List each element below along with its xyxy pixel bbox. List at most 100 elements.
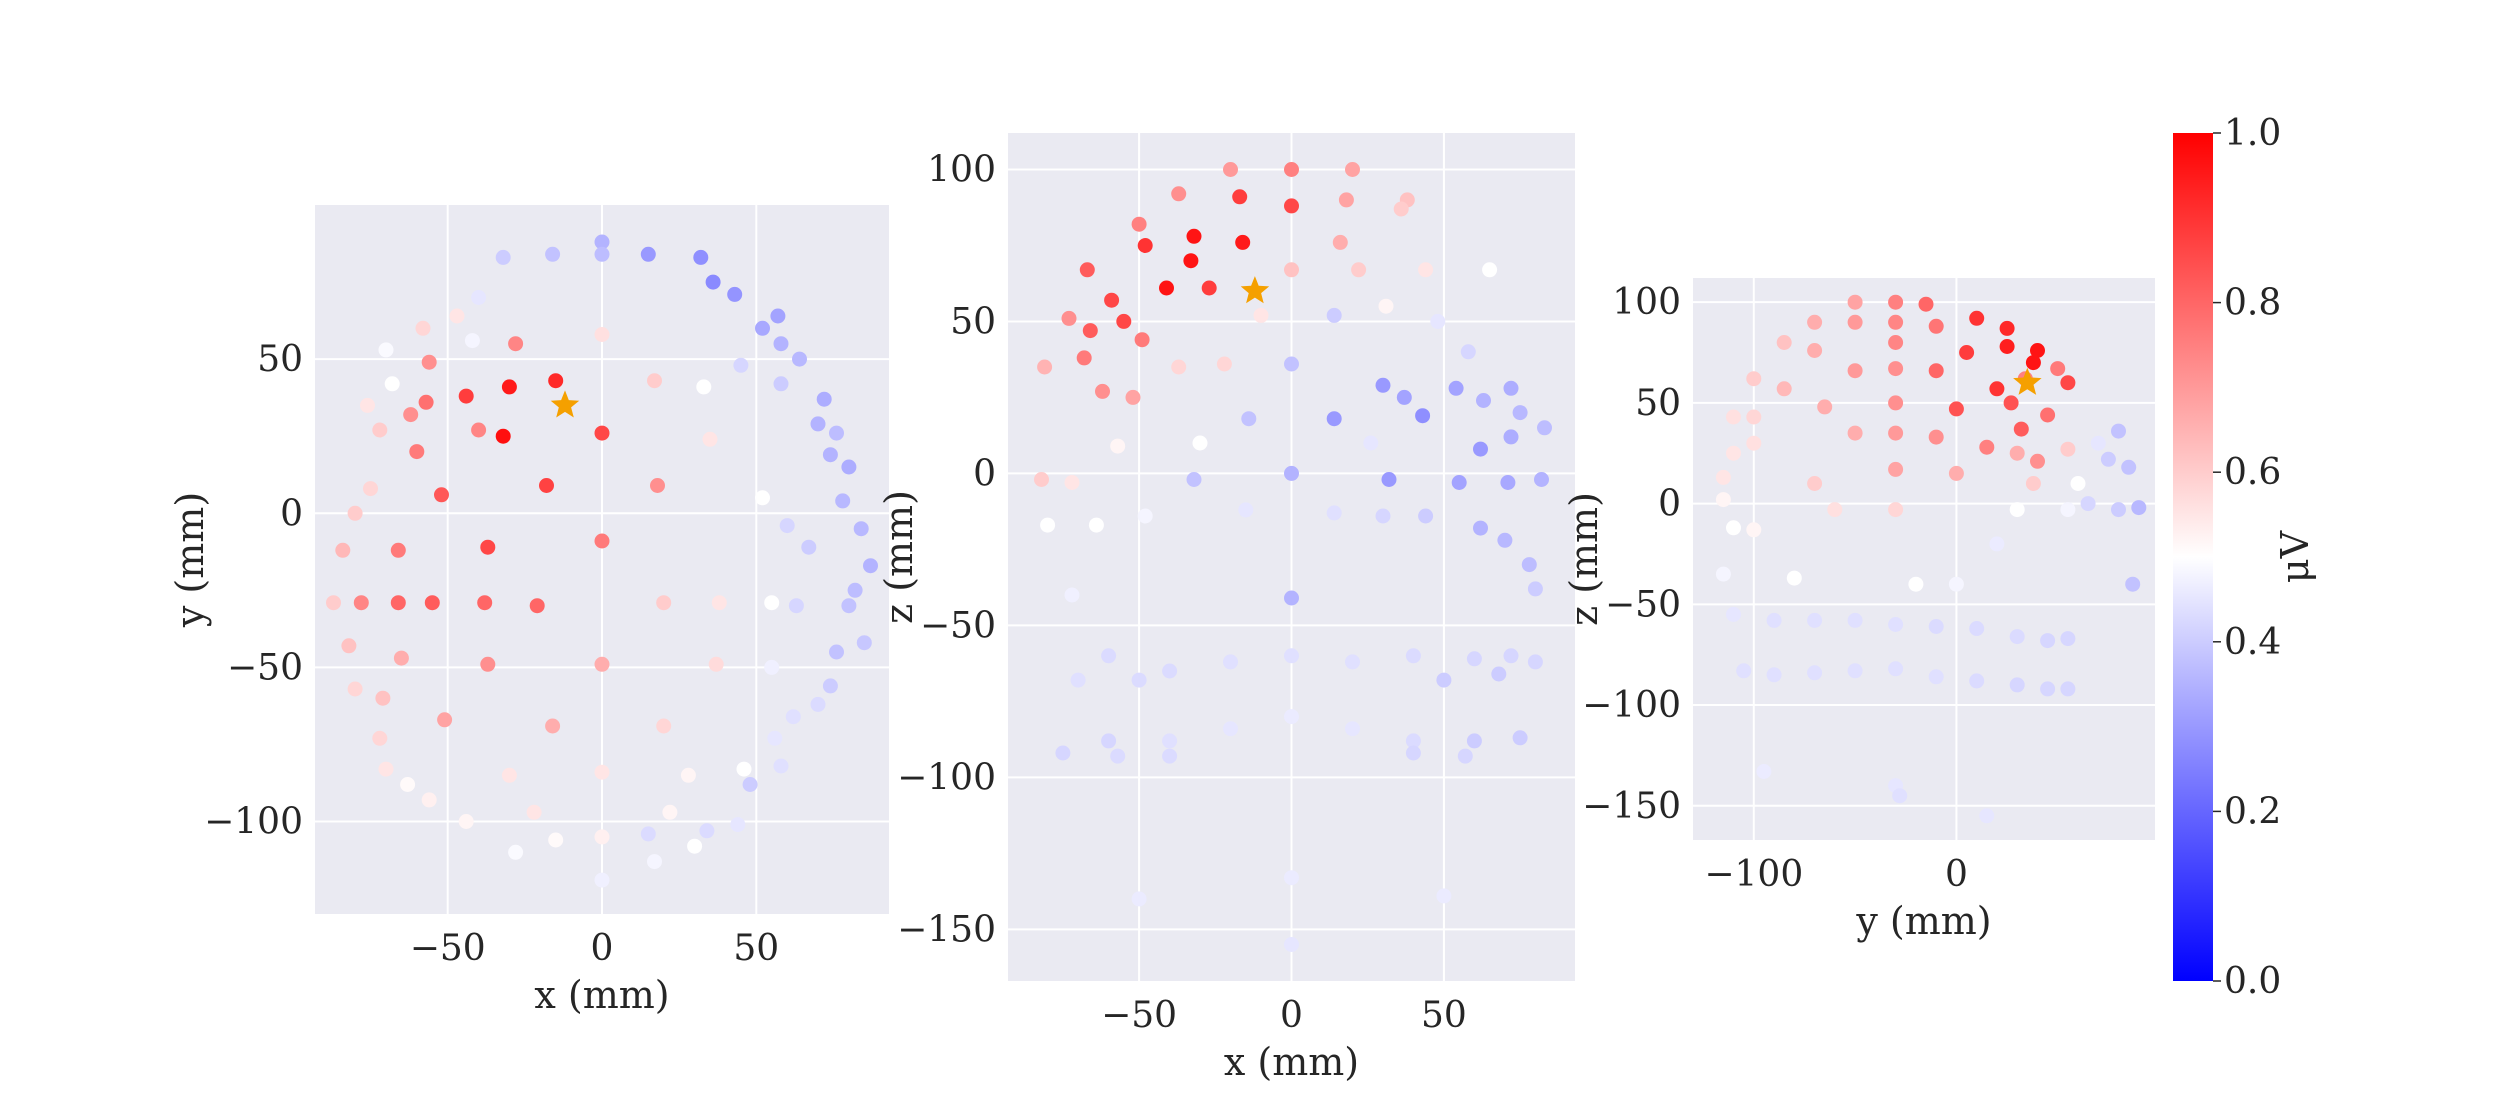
electrode-point bbox=[529, 598, 545, 614]
electrode-point bbox=[1415, 408, 1431, 424]
electrode-point bbox=[1064, 475, 1080, 490]
electrode-point bbox=[1466, 733, 1482, 749]
electrode-point bbox=[418, 394, 434, 410]
electrode-point bbox=[1888, 461, 1904, 477]
electrode-point bbox=[1326, 505, 1342, 521]
electrode-point bbox=[1381, 472, 1397, 487]
electrode-point bbox=[1948, 465, 1964, 481]
electrode-point bbox=[785, 709, 801, 725]
electrode-point bbox=[2030, 453, 2045, 469]
electrode-point bbox=[2060, 375, 2076, 391]
electrode-point bbox=[1192, 435, 1208, 451]
electrode-point bbox=[464, 333, 480, 349]
electrode-point bbox=[1928, 363, 1944, 379]
electrode-point bbox=[1766, 667, 1782, 683]
y-tick-label: −100 bbox=[204, 802, 303, 843]
electrode-point bbox=[1405, 733, 1421, 749]
electrode-point bbox=[1746, 435, 1762, 451]
electrode-point bbox=[1162, 663, 1178, 679]
electrode-point bbox=[594, 327, 610, 342]
electrode-point bbox=[501, 379, 517, 395]
electrode-point bbox=[1183, 253, 1199, 269]
electrode-point bbox=[1746, 522, 1762, 538]
x-tick-label: 0 bbox=[1945, 854, 1968, 895]
electrode-point bbox=[1726, 445, 1741, 461]
electrode-point bbox=[1162, 733, 1178, 749]
electrode-point bbox=[1375, 508, 1391, 524]
electrode-point bbox=[2025, 476, 2041, 491]
electrode-point bbox=[1503, 380, 1519, 396]
electrode-point bbox=[1888, 314, 1904, 330]
electrode-point bbox=[1959, 345, 1975, 360]
electrode-point bbox=[390, 595, 406, 611]
electrode-point bbox=[403, 407, 419, 423]
electrode-point bbox=[1284, 709, 1299, 725]
electrode-point bbox=[508, 336, 524, 352]
electrode-point bbox=[335, 542, 351, 558]
electrode-point bbox=[2009, 445, 2025, 461]
scatter-panel-top-view: −50 0 50 −100 −50 0 50 x (mm) y (mm) bbox=[168, 205, 889, 1017]
electrode-point bbox=[1527, 654, 1543, 670]
electrode-point bbox=[835, 493, 851, 509]
colorbar-tick-label: 0.0 bbox=[2224, 961, 2281, 1002]
electrode-point bbox=[1137, 238, 1153, 253]
electrode-point bbox=[384, 376, 400, 392]
x-axis-label: y (mm) bbox=[1855, 899, 1991, 943]
electrode-point bbox=[1131, 891, 1147, 907]
electrode-point bbox=[764, 595, 780, 611]
electrode-point bbox=[647, 854, 662, 870]
electrode-point bbox=[687, 838, 703, 854]
colorbar-tick-label: 1.0 bbox=[2224, 113, 2281, 154]
y-tick-label: 50 bbox=[257, 339, 303, 380]
electrode-point bbox=[1235, 234, 1251, 250]
electrode-point bbox=[1766, 612, 1782, 628]
electrode-point bbox=[1338, 192, 1354, 208]
source-star-marker bbox=[1240, 276, 1270, 304]
y-tick-label: 0 bbox=[1658, 484, 1681, 525]
electrode-point bbox=[730, 817, 746, 833]
electrode-point bbox=[1827, 502, 1843, 518]
electrode-point bbox=[393, 650, 409, 666]
electrode-point bbox=[2121, 459, 2137, 475]
electrode-point bbox=[501, 767, 517, 783]
electrode-point bbox=[2070, 476, 2086, 491]
electrode-point bbox=[727, 286, 743, 302]
y-axis-label: z (mm) bbox=[877, 490, 921, 624]
electrode-point bbox=[1999, 339, 2015, 354]
electrode-point bbox=[1746, 409, 1762, 425]
electrode-point bbox=[1537, 420, 1552, 436]
electrode-point bbox=[699, 823, 715, 839]
electrode-point bbox=[2060, 681, 2076, 697]
electrode-point bbox=[1378, 298, 1394, 314]
electrode-point bbox=[1979, 439, 1995, 455]
electrode-point bbox=[1807, 665, 1823, 681]
electrode-point bbox=[1888, 425, 1904, 441]
x-tick-label: 50 bbox=[1421, 995, 1467, 1036]
electrode-point bbox=[594, 234, 610, 250]
electrode-point bbox=[733, 357, 749, 373]
electrode-point bbox=[1497, 532, 1513, 548]
electrode-point bbox=[1888, 395, 1904, 411]
electrode-point bbox=[2003, 395, 2019, 411]
electrode-point bbox=[1284, 870, 1299, 886]
electrode-point bbox=[822, 447, 838, 463]
electrode-point bbox=[1776, 335, 1792, 350]
electrode-point bbox=[1989, 381, 2005, 397]
electrode-point bbox=[1223, 721, 1238, 737]
electrode-point bbox=[449, 308, 465, 324]
electrode-point bbox=[1162, 748, 1178, 764]
electrode-point bbox=[1888, 335, 1904, 350]
electrode-point bbox=[1948, 576, 1964, 592]
electrode-point bbox=[1076, 350, 1092, 366]
electrode-point bbox=[1726, 606, 1741, 622]
electrode-point bbox=[545, 718, 561, 734]
plot-area bbox=[1693, 278, 2155, 840]
electrode-point bbox=[2060, 502, 2076, 518]
electrode-point bbox=[2013, 421, 2029, 437]
electrode-point bbox=[1284, 648, 1299, 664]
electrode-point bbox=[1131, 672, 1147, 688]
electrode-point bbox=[1715, 492, 1731, 508]
electrode-point bbox=[2030, 343, 2045, 358]
y-axis-label: y (mm) bbox=[168, 492, 212, 628]
